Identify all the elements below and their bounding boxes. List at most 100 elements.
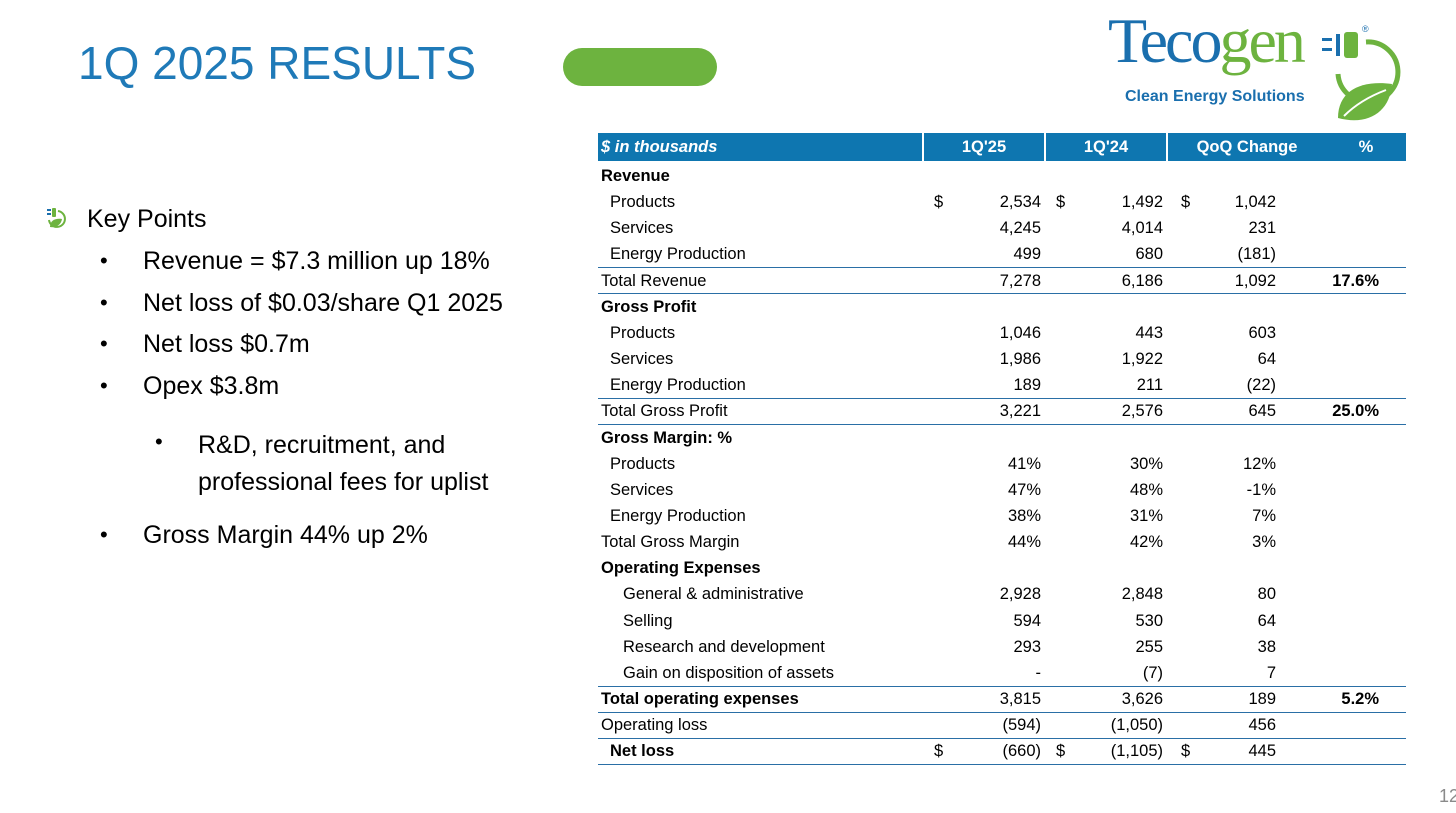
row-value: 1,986 bbox=[999, 350, 1041, 369]
row-value: 48% bbox=[1129, 480, 1163, 499]
logo-icon: ® bbox=[1322, 24, 1401, 121]
row-value: 30% bbox=[1129, 454, 1163, 473]
row-value: 4,014 bbox=[1121, 219, 1163, 238]
row-value: 1,046 bbox=[999, 323, 1041, 342]
logo-wordmark: Tecogen bbox=[1108, 4, 1306, 78]
row-value: 7,278 bbox=[999, 271, 1041, 290]
table-row: Services 47% 48% -1% bbox=[598, 477, 1406, 503]
row-value: 680 bbox=[1135, 245, 1163, 264]
bullet: • bbox=[100, 290, 108, 315]
row-rule bbox=[598, 763, 1406, 765]
row-label: Total Gross Profit bbox=[601, 402, 728, 421]
row-value: 3,815 bbox=[999, 690, 1041, 708]
currency-sign: $ bbox=[1181, 742, 1191, 761]
table-row: Products 41% 30% 12% bbox=[598, 451, 1406, 477]
row-value: 3,221 bbox=[999, 402, 1041, 421]
table-row: Products 1,046 443 603 bbox=[598, 320, 1406, 346]
row-value: 189 bbox=[1248, 690, 1276, 708]
row-value: 594 bbox=[1013, 611, 1041, 630]
row-pct: 5.2% bbox=[1341, 690, 1379, 708]
accent-pill bbox=[563, 48, 717, 86]
results-table: $ in thousands 1Q'25 1Q'24 QoQ Change% Reven… bbox=[598, 133, 1406, 773]
header-cell: $ in thousands bbox=[598, 133, 922, 161]
row-value: 1,092 bbox=[1234, 271, 1276, 290]
logo-name-blue: Teco bbox=[1108, 5, 1222, 76]
row-rule bbox=[598, 397, 1406, 399]
row-value: (181) bbox=[1237, 245, 1276, 264]
bullet: • bbox=[100, 522, 108, 547]
table-row: Total operating expenses 3,815 3,626 189 5.2… bbox=[598, 686, 1406, 712]
table-row: Revenue bbox=[598, 163, 1406, 189]
header-cell: QoQ Change bbox=[1168, 133, 1326, 161]
header-cell: 1Q'25 bbox=[924, 133, 1044, 161]
logo-name-green: gen bbox=[1219, 5, 1305, 76]
bullet: • bbox=[100, 373, 108, 398]
table-row: Total Gross Profit 3,221 2,576 645 25.0% bbox=[598, 398, 1406, 424]
row-value: 603 bbox=[1248, 323, 1276, 342]
row-value: 4,245 bbox=[999, 219, 1041, 238]
row-value: 38% bbox=[1007, 506, 1041, 525]
row-value: 293 bbox=[1013, 637, 1041, 656]
currency-sign: $ bbox=[1181, 193, 1191, 212]
key-points-heading: Key Points bbox=[87, 205, 207, 233]
row-value: 47% bbox=[1007, 480, 1041, 499]
row-value: 7% bbox=[1252, 506, 1276, 525]
header-cell: % bbox=[1326, 133, 1406, 161]
row-label: Gross Profit bbox=[601, 297, 697, 316]
row-pct: 25.0% bbox=[1332, 402, 1379, 421]
row-rule bbox=[598, 424, 1406, 425]
table-row: Operating Expenses bbox=[598, 555, 1406, 581]
table-row: Total Revenue 7,278 6,186 1,092 17.6% bbox=[598, 268, 1406, 294]
key-point: Net loss of $0.03/share Q1 2025 bbox=[143, 289, 503, 317]
bullet: • bbox=[100, 248, 108, 273]
row-value: 41% bbox=[1007, 454, 1041, 473]
row-value: 3% bbox=[1252, 533, 1276, 552]
row-label: General & administrative bbox=[623, 585, 804, 604]
bullet: • bbox=[100, 331, 108, 356]
row-rule bbox=[598, 711, 1406, 713]
table-row: Energy Production 499 680 (181) bbox=[598, 241, 1406, 267]
table-row: Services 4,245 4,014 231 bbox=[598, 215, 1406, 241]
row-value: 44% bbox=[1007, 533, 1041, 552]
row-value: 3,626 bbox=[1121, 690, 1163, 708]
row-pct: 17.6% bbox=[1332, 271, 1379, 290]
row-value: 7 bbox=[1266, 663, 1276, 682]
row-value: 1,492 bbox=[1121, 193, 1163, 212]
key-point: Opex $3.8m bbox=[143, 372, 280, 400]
currency-sign: $ bbox=[1056, 742, 1066, 761]
row-label: Operating loss bbox=[601, 716, 708, 735]
header-cell: 1Q'24 bbox=[1046, 133, 1166, 161]
row-value: 64 bbox=[1257, 350, 1276, 369]
table-row: Gross Profit bbox=[598, 294, 1406, 320]
currency-sign: $ bbox=[934, 742, 944, 761]
row-label: Operating Expenses bbox=[601, 559, 761, 578]
row-value: (1,105) bbox=[1110, 742, 1163, 761]
slide-title: 1Q 2025 RESULTS bbox=[78, 37, 477, 89]
currency-sign: $ bbox=[934, 193, 944, 212]
row-value: 2,576 bbox=[1121, 402, 1163, 421]
row-label: Total Gross Margin bbox=[601, 533, 740, 552]
row-label: Products bbox=[610, 454, 676, 473]
row-value: (660) bbox=[1002, 742, 1041, 761]
row-label: Net loss bbox=[610, 742, 675, 761]
row-label: Gain on disposition of assets bbox=[623, 663, 834, 682]
row-label: Products bbox=[610, 323, 676, 342]
row-value: 2,848 bbox=[1121, 585, 1163, 604]
row-value: 499 bbox=[1013, 245, 1041, 264]
svg-text:®: ® bbox=[1362, 24, 1369, 34]
logo-tagline: Clean Energy Solutions bbox=[1125, 88, 1305, 105]
row-value: 645 bbox=[1248, 402, 1276, 421]
row-value: 189 bbox=[1013, 376, 1041, 395]
row-value: 64 bbox=[1257, 611, 1276, 630]
row-value: 211 bbox=[1136, 376, 1163, 395]
row-label: Research and development bbox=[623, 637, 825, 656]
row-label: Revenue bbox=[601, 167, 670, 185]
table-row: Energy Production 189 211 (22) bbox=[598, 372, 1406, 398]
row-rule bbox=[598, 737, 1406, 739]
row-value: 456 bbox=[1248, 716, 1276, 735]
row-label: Total Revenue bbox=[601, 271, 707, 290]
row-value: 38 bbox=[1257, 637, 1276, 656]
table-row: Research and development 293 255 38 bbox=[598, 634, 1406, 660]
row-label: Services bbox=[610, 219, 674, 238]
